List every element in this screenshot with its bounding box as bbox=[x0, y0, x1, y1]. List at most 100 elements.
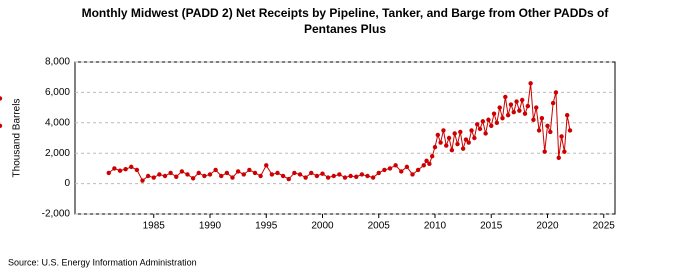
data-point bbox=[438, 140, 443, 145]
data-point bbox=[452, 131, 457, 136]
data-point bbox=[370, 175, 376, 180]
data-point bbox=[106, 170, 111, 176]
data-point bbox=[359, 172, 365, 177]
data-point bbox=[258, 173, 263, 179]
x-tick-label: 2000 bbox=[311, 221, 334, 232]
data-point bbox=[213, 167, 218, 173]
data-point bbox=[331, 173, 336, 179]
data-point bbox=[508, 102, 514, 107]
data-point bbox=[157, 172, 162, 177]
data-point bbox=[472, 135, 477, 141]
data-point bbox=[168, 170, 173, 176]
data-point bbox=[455, 141, 460, 147]
data-point bbox=[320, 171, 325, 176]
plot-frame bbox=[74, 61, 616, 215]
data-point bbox=[354, 174, 359, 179]
data-point bbox=[500, 116, 505, 121]
data-point bbox=[230, 175, 235, 180]
data-point bbox=[449, 147, 455, 153]
data-point bbox=[466, 140, 471, 145]
data-point bbox=[303, 175, 308, 180]
data-point bbox=[376, 170, 381, 176]
data-point bbox=[162, 173, 168, 179]
data-point bbox=[151, 175, 156, 180]
y-tick-label: 8,000 bbox=[45, 57, 70, 68]
data-point bbox=[219, 173, 224, 179]
data-point bbox=[342, 175, 348, 180]
data-point bbox=[556, 155, 561, 160]
data-point bbox=[410, 172, 415, 177]
data-point bbox=[0, 96, 3, 101]
data-point bbox=[424, 158, 429, 163]
data-point bbox=[325, 175, 331, 180]
data-point bbox=[477, 126, 483, 132]
y-tick-label: 6,000 bbox=[45, 87, 70, 98]
data-point bbox=[559, 134, 564, 139]
data-point bbox=[514, 99, 519, 104]
data-point bbox=[174, 174, 179, 179]
data-point bbox=[190, 176, 196, 181]
data-point bbox=[553, 90, 559, 95]
data-point bbox=[365, 173, 370, 179]
data-point bbox=[489, 123, 494, 129]
data-point bbox=[145, 173, 151, 179]
data-point bbox=[415, 167, 421, 173]
data-point bbox=[503, 94, 508, 100]
data-point bbox=[247, 167, 252, 173]
data-point bbox=[185, 172, 190, 177]
data-point bbox=[382, 167, 387, 173]
data-point bbox=[252, 170, 258, 176]
data-point bbox=[202, 173, 207, 179]
data-point bbox=[393, 163, 398, 168]
data-point bbox=[309, 170, 314, 176]
data-point bbox=[548, 129, 553, 135]
data-point bbox=[235, 169, 241, 174]
data-point bbox=[348, 173, 353, 179]
data-point bbox=[112, 166, 117, 171]
data-point bbox=[528, 81, 533, 86]
data-point bbox=[525, 103, 531, 109]
data-point bbox=[483, 131, 488, 136]
data-point bbox=[474, 122, 480, 127]
data-point bbox=[531, 117, 536, 122]
data-point bbox=[564, 113, 570, 118]
data-point bbox=[269, 172, 275, 177]
data-point bbox=[480, 119, 486, 124]
data-point bbox=[314, 173, 320, 179]
data-point bbox=[505, 113, 511, 118]
data-point bbox=[441, 128, 446, 133]
data-point bbox=[545, 123, 550, 129]
data-point bbox=[292, 170, 297, 176]
data-point bbox=[427, 161, 432, 167]
data-point bbox=[404, 164, 410, 170]
x-tick-label: 2025 bbox=[593, 221, 616, 232]
data-point bbox=[0, 123, 3, 129]
data-point bbox=[567, 128, 573, 133]
data-point bbox=[458, 129, 463, 135]
x-tick-label: 2015 bbox=[480, 221, 503, 232]
x-tick-label: 1985 bbox=[143, 221, 166, 232]
y-tick-label: 0 bbox=[64, 178, 70, 189]
data-point bbox=[207, 172, 213, 177]
data-point bbox=[435, 132, 441, 138]
data-point bbox=[429, 154, 435, 159]
data-point bbox=[399, 169, 404, 174]
y-tick-label: 4,000 bbox=[45, 117, 70, 128]
data-point bbox=[275, 170, 280, 176]
y-tick-label: 2,000 bbox=[45, 148, 70, 159]
data-point bbox=[460, 146, 466, 151]
data-point bbox=[562, 149, 567, 154]
data-point bbox=[179, 169, 185, 174]
data-point bbox=[463, 137, 469, 142]
data-point bbox=[387, 166, 393, 171]
data-point bbox=[196, 170, 201, 176]
source-note: Source: U.S. Energy Information Administ… bbox=[8, 257, 197, 267]
data-point bbox=[550, 100, 556, 106]
data-point bbox=[542, 149, 547, 154]
data-point bbox=[129, 164, 134, 170]
y-axis-label: Thousand Barrels bbox=[12, 99, 23, 178]
data-line bbox=[108, 83, 571, 182]
data-point bbox=[286, 176, 291, 182]
x-tick-label: 1995 bbox=[255, 221, 278, 232]
